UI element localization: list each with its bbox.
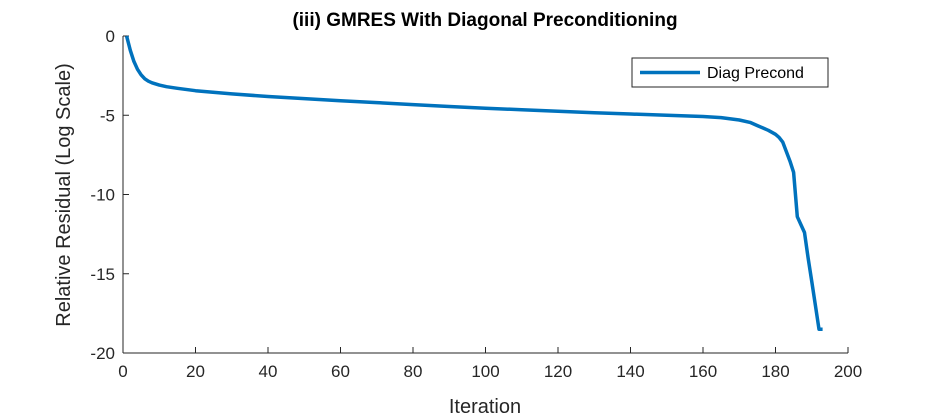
y-tick-label: -15 xyxy=(90,265,115,284)
y-tick-label: -5 xyxy=(100,106,115,125)
legend-label: Diag Precond xyxy=(707,65,804,82)
x-axis-ticks: 0 20 40 60 80 100 120 140 160 180 200 xyxy=(118,347,862,381)
x-tick-label: 0 xyxy=(118,362,127,381)
y-axis-ticks: 0 -5 -10 -15 -20 xyxy=(90,27,129,363)
x-tick-label: 40 xyxy=(259,362,278,381)
x-axis-title: Iteration xyxy=(449,396,521,418)
x-tick-label: 100 xyxy=(471,362,499,381)
y-tick-label: -20 xyxy=(90,344,115,363)
x-tick-label: 120 xyxy=(544,362,572,381)
x-tick-label: 140 xyxy=(616,362,644,381)
y-axis-title: Relative Residual (Log Scale) xyxy=(53,63,75,326)
series-lines xyxy=(124,35,823,331)
y-tick-label: 0 xyxy=(106,27,115,46)
series-line xyxy=(124,35,823,331)
x-tick-label: 80 xyxy=(404,362,423,381)
x-tick-label: 20 xyxy=(186,362,205,381)
y-tick-label: -10 xyxy=(90,186,115,205)
x-tick-label: 160 xyxy=(689,362,717,381)
chart-title: (iii) GMRES With Diagonal Preconditionin… xyxy=(292,10,677,31)
x-tick-label: 180 xyxy=(761,362,789,381)
legend: Diag Precond xyxy=(631,57,829,88)
x-tick-label: 60 xyxy=(331,362,350,381)
x-tick-label: 200 xyxy=(834,362,862,381)
